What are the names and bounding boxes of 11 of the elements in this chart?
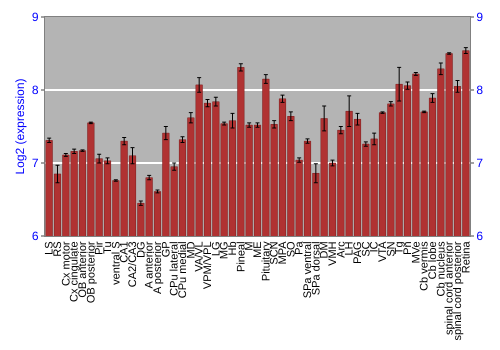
y-tick-label: 7 — [32, 156, 39, 170]
y2-tick-label: 7 — [476, 156, 484, 170]
y2-tick-label: 8 — [476, 83, 484, 98]
x-tick-label: Retina — [460, 240, 472, 274]
y-tick-label: 9 — [32, 10, 39, 24]
y-tick-label: 8 — [32, 83, 39, 98]
y-tick-label: 6 — [32, 229, 39, 244]
x-tick-label: Tg — [394, 241, 406, 254]
y2-tick-label: 6 — [476, 229, 484, 244]
y-axis-title: Log2 (expression) — [13, 78, 28, 175]
y2-tick-label: 9 — [476, 10, 484, 24]
